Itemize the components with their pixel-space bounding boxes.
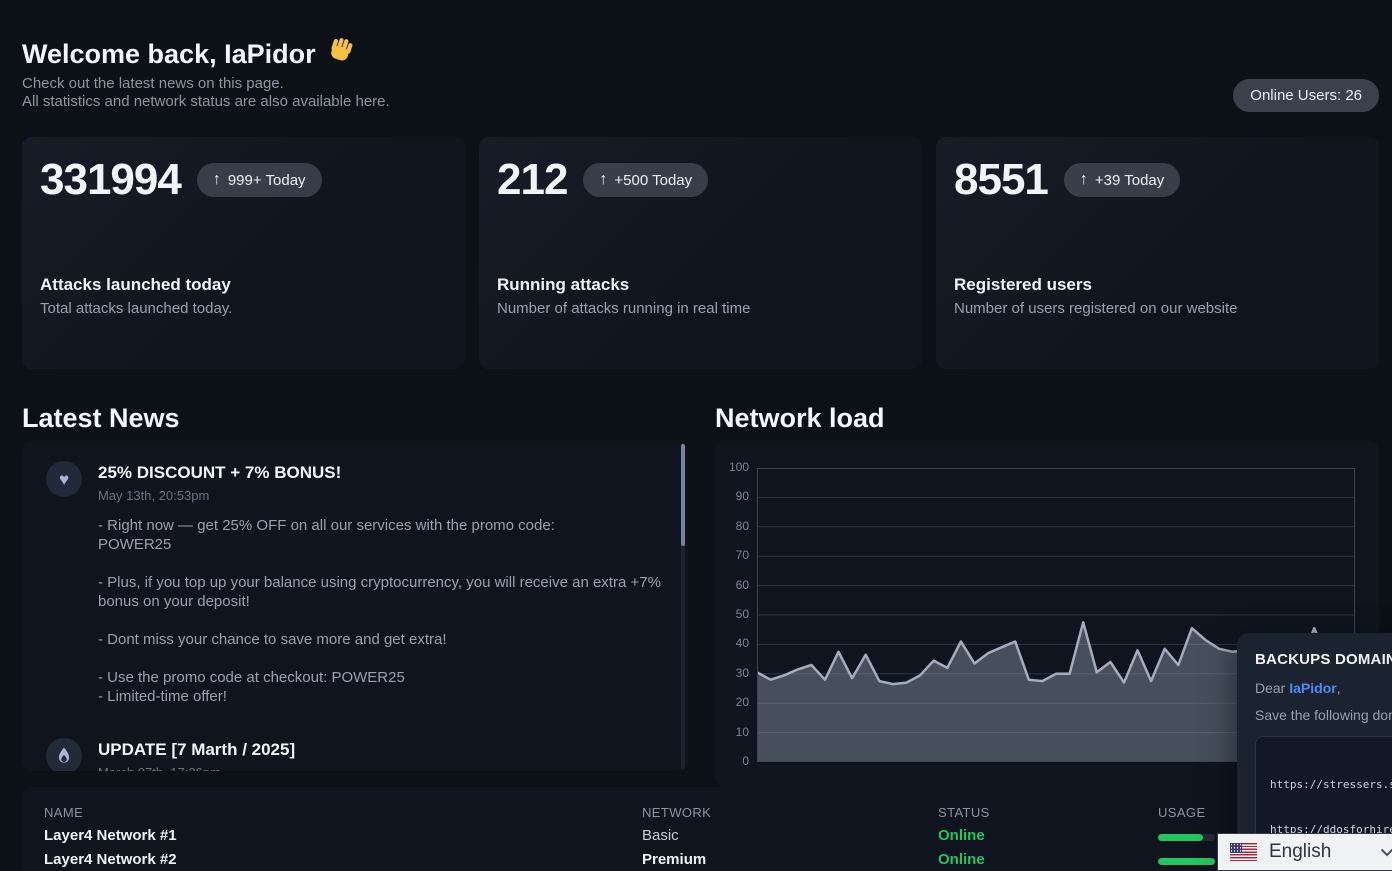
news-item-discount: ♥ 25% DISCOUNT + 7% BONUS! May 13th, 20:… (46, 461, 662, 706)
table-row-name: Layer4 Network #1 (44, 827, 177, 844)
stat-change-badge: ↑ +39 Today (1064, 163, 1180, 197)
popup-greeting: Dear IaPidor, (1255, 680, 1392, 696)
stat-card-running-attacks: 212 ↑ +500 Today Running attacks Number … (479, 137, 922, 369)
stat-title: Running attacks (497, 275, 629, 295)
news-date: May 13th, 20:53pm (98, 488, 662, 503)
y-axis-tick: 50 (715, 607, 749, 621)
stat-change-badge: ↑ 999+ Today (197, 163, 322, 197)
stat-badge-label: 999+ Today (228, 172, 306, 189)
y-axis-tick: 40 (715, 636, 749, 650)
heart-icon: ♥ (46, 461, 82, 497)
y-axis-tick: 30 (715, 666, 749, 680)
table-row-name: Layer4 Network #2 (44, 851, 177, 868)
stat-title: Registered users (954, 275, 1092, 295)
subtitle-line-1: Check out the latest news on this page. (22, 75, 390, 93)
wave-emoji-icon (326, 36, 356, 73)
table-row-status: Online (938, 851, 985, 868)
arrow-up-icon: ↑ (213, 171, 221, 189)
y-axis-tick: 20 (715, 695, 749, 709)
language-label: English (1269, 841, 1368, 863)
arrow-up-icon: ↑ (599, 171, 607, 189)
subtitle-line-2: All statistics and network status are al… (22, 93, 390, 111)
stat-value: 212 (497, 155, 567, 205)
news-item-update: UPDATE [7 Marth / 2025] March 07th, 17:2… (46, 738, 662, 771)
flame-icon (46, 738, 82, 771)
table-row-network: Basic (642, 827, 679, 844)
news-body: - Right now — get 25% OFF on all our ser… (98, 516, 662, 706)
network-load-heading: Network load (715, 403, 885, 434)
stat-description: Total attacks launched today. (40, 300, 232, 317)
popup-description: Save the following domains (1255, 707, 1392, 723)
stat-change-badge: ↑ +500 Today (583, 163, 708, 197)
y-axis-tick: 10 (715, 725, 749, 739)
popup-title: BACKUPS DOMAINS (1255, 651, 1392, 668)
y-axis-tick: 100 (715, 460, 749, 474)
username-link[interactable]: IaPidor (1289, 680, 1336, 696)
latest-news-panel: ♥ 25% DISCOUNT + 7% BONUS! May 13th, 20:… (22, 441, 688, 771)
latest-news-heading: Latest News (22, 403, 180, 434)
stat-title: Attacks launched today (40, 275, 231, 295)
chevron-down-icon (1380, 848, 1392, 857)
y-axis-tick: 80 (715, 519, 749, 533)
usage-bar (1158, 834, 1215, 841)
usage-bar (1158, 858, 1215, 865)
stats-row: 331994 ↑ 999+ Today Attacks launched tod… (22, 137, 1379, 369)
networks-table: NAME NETWORK STATUS USAGE Layer4 Network… (22, 787, 1392, 871)
table-row-network: Premium (642, 851, 706, 868)
page-subtitle: Check out the latest news on this page. … (22, 75, 390, 111)
news-title: 25% DISCOUNT + 7% BONUS! (98, 461, 662, 483)
table-header-network: NETWORK (642, 805, 711, 820)
y-axis-tick: 0 (715, 754, 749, 768)
table-header-name: NAME (44, 805, 83, 820)
table-row-status: Online (938, 827, 985, 844)
stat-badge-label: +500 Today (614, 172, 692, 189)
language-selector[interactable]: English (1217, 833, 1392, 871)
news-scrollbar-thumb[interactable] (681, 444, 685, 546)
y-axis-tick: 70 (715, 548, 749, 562)
stat-card-attacks-launched: 331994 ↑ 999+ Today Attacks launched tod… (22, 137, 465, 369)
table-header-status: STATUS (938, 805, 990, 820)
y-axis-tick: 90 (715, 489, 749, 503)
dashboard-page: Welcome back, IaPidor Check out the late… (0, 0, 1392, 871)
stat-description: Number of attacks running in real time (497, 300, 750, 317)
news-title: UPDATE [7 Marth / 2025] (98, 738, 295, 760)
y-axis-tick: 60 (715, 578, 749, 592)
news-date: March 07th, 17:26pm (98, 765, 295, 771)
us-flag-icon (1230, 843, 1257, 861)
stat-value: 331994 (40, 155, 181, 205)
stat-description: Number of users registered on our websit… (954, 300, 1237, 317)
welcome-title: Welcome back, IaPidor (22, 39, 316, 70)
table-header-usage: USAGE (1158, 805, 1206, 820)
stat-value: 8551 (954, 155, 1048, 205)
stat-badge-label: +39 Today (1095, 172, 1164, 189)
arrow-up-icon: ↑ (1080, 171, 1088, 189)
online-users-badge: Online Users: 26 (1233, 79, 1379, 112)
stat-card-registered-users: 8551 ↑ +39 Today Registered users Number… (936, 137, 1379, 369)
page-title: Welcome back, IaPidor (22, 36, 356, 73)
